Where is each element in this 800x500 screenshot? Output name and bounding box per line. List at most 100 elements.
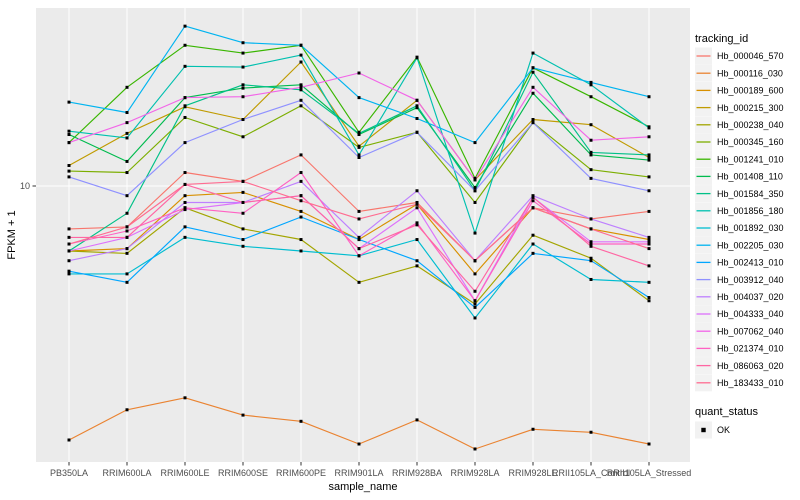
data-point bbox=[357, 254, 361, 258]
data-point bbox=[125, 229, 129, 233]
data-point bbox=[647, 135, 651, 139]
data-point bbox=[241, 413, 245, 417]
data-point bbox=[125, 85, 129, 89]
legend-item-label: Hb_000046_570 bbox=[717, 51, 784, 61]
data-point bbox=[241, 227, 245, 231]
data-point bbox=[299, 238, 303, 242]
data-point bbox=[299, 43, 303, 47]
data-point bbox=[183, 200, 187, 204]
data-point bbox=[241, 41, 245, 45]
legend-item-label: Hb_000238_040 bbox=[717, 120, 784, 130]
legend-item-label: Hb_001584_350 bbox=[717, 189, 784, 199]
data-point bbox=[125, 111, 129, 115]
data-point bbox=[415, 56, 419, 60]
data-point bbox=[241, 118, 245, 122]
data-point bbox=[647, 247, 651, 251]
data-point bbox=[647, 235, 651, 239]
data-point bbox=[589, 244, 593, 248]
data-point bbox=[473, 305, 477, 309]
data-point bbox=[299, 179, 303, 183]
data-point bbox=[299, 88, 303, 92]
data-point bbox=[473, 178, 477, 182]
data-point bbox=[473, 272, 477, 276]
data-point bbox=[415, 206, 419, 210]
data-point bbox=[125, 251, 129, 255]
legend-item-label: Hb_001856_180 bbox=[717, 206, 784, 216]
data-point bbox=[647, 264, 651, 268]
data-point bbox=[415, 202, 419, 206]
data-point bbox=[357, 153, 361, 157]
data-point bbox=[125, 121, 129, 125]
data-point bbox=[531, 199, 535, 203]
data-point bbox=[357, 442, 361, 446]
legend-item-label: Hb_003912_040 bbox=[717, 275, 784, 285]
plot-panel bbox=[36, 8, 690, 462]
legend-item-label: Hb_000116_030 bbox=[717, 68, 783, 78]
data-point bbox=[241, 83, 245, 87]
data-point bbox=[241, 179, 245, 183]
data-point bbox=[299, 194, 303, 198]
legend-item-label: Hb_001408_110 bbox=[717, 172, 783, 182]
data-point bbox=[589, 95, 593, 99]
data-point bbox=[299, 419, 303, 423]
data-point bbox=[299, 215, 303, 219]
data-point bbox=[647, 95, 651, 99]
data-point bbox=[531, 70, 535, 74]
data-point bbox=[589, 153, 593, 157]
x-tick-label: PB350LA bbox=[50, 468, 88, 478]
data-point bbox=[473, 231, 477, 235]
data-point bbox=[415, 189, 419, 193]
data-point bbox=[299, 98, 303, 102]
x-tick-label: RRIM600PE bbox=[276, 468, 326, 478]
data-point bbox=[241, 244, 245, 248]
data-point bbox=[67, 235, 71, 239]
data-point bbox=[473, 289, 477, 293]
data-point bbox=[531, 51, 535, 55]
legend-item-label: Hb_183433_010 bbox=[717, 378, 784, 388]
data-point bbox=[125, 225, 129, 229]
legend-key-point bbox=[701, 427, 706, 433]
data-point bbox=[183, 43, 187, 47]
data-point bbox=[415, 104, 419, 108]
data-point bbox=[647, 209, 651, 213]
data-point bbox=[67, 175, 71, 179]
data-point bbox=[589, 259, 593, 263]
data-point bbox=[241, 238, 245, 242]
data-point bbox=[647, 238, 651, 242]
y-tick-label: 10 bbox=[20, 181, 30, 191]
data-point bbox=[647, 442, 651, 446]
data-point bbox=[589, 227, 593, 231]
data-point bbox=[531, 206, 535, 210]
data-point bbox=[473, 259, 477, 263]
data-point bbox=[531, 242, 535, 246]
data-point bbox=[125, 171, 129, 175]
data-point bbox=[241, 65, 245, 69]
data-point bbox=[183, 96, 187, 100]
legend-item-label: Hb_002413_010 bbox=[717, 258, 784, 268]
data-point bbox=[67, 169, 71, 173]
data-point bbox=[357, 238, 361, 242]
legend-item-label-ok: OK bbox=[717, 425, 730, 435]
legend-item-label: Hb_000215_300 bbox=[717, 103, 784, 113]
data-point bbox=[415, 418, 419, 422]
legend-item-label: Hb_007062_040 bbox=[717, 326, 784, 336]
data-point bbox=[415, 223, 419, 227]
legend-item-label: Hb_001241_010 bbox=[717, 154, 784, 164]
data-point bbox=[531, 66, 535, 70]
data-point bbox=[531, 118, 535, 122]
data-point bbox=[183, 115, 187, 119]
data-point bbox=[415, 116, 419, 120]
data-point bbox=[357, 280, 361, 284]
data-point bbox=[589, 240, 593, 244]
data-point bbox=[647, 189, 651, 193]
data-point bbox=[589, 242, 593, 246]
data-point bbox=[67, 259, 71, 263]
legend-item-label: Hb_000345_160 bbox=[717, 137, 784, 147]
data-point bbox=[67, 272, 71, 276]
data-point bbox=[531, 85, 535, 89]
data-point bbox=[357, 209, 361, 213]
data-point bbox=[241, 95, 245, 99]
x-tick-label: RRIM600LE bbox=[160, 468, 209, 478]
data-point bbox=[415, 238, 419, 242]
legend-item-label: Hb_004037_020 bbox=[717, 292, 784, 302]
